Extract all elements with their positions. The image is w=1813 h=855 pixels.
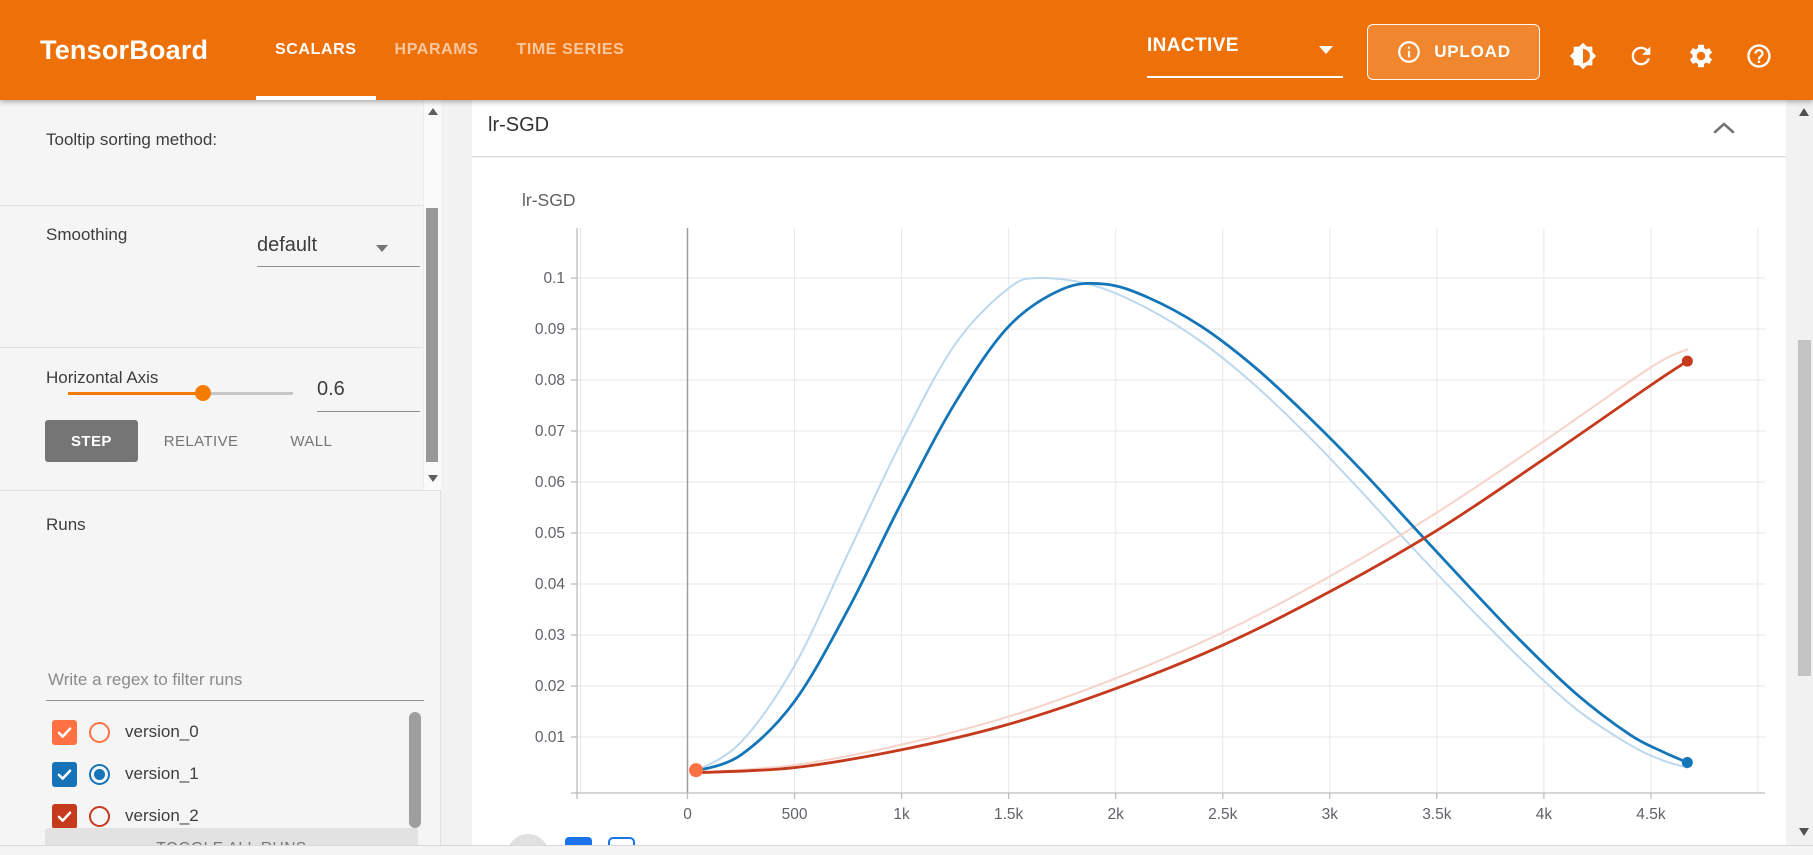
svg-text:500: 500 — [782, 806, 808, 823]
run-row-version_1[interactable]: version_1 — [0, 753, 408, 795]
svg-text:0.1: 0.1 — [543, 270, 565, 287]
settings-sidebar: Tooltip sorting method: default Smoothin… — [0, 100, 441, 855]
check-icon — [57, 768, 72, 780]
check-icon — [57, 726, 72, 738]
slider-thumb[interactable] — [195, 385, 211, 401]
svg-text:1.5k: 1.5k — [994, 806, 1024, 823]
svg-text:2k: 2k — [1108, 806, 1125, 823]
smoothing-value-input[interactable]: 0.6 — [317, 378, 345, 400]
svg-text:3.5k: 3.5k — [1422, 806, 1452, 823]
svg-text:0.04: 0.04 — [535, 576, 566, 593]
tooltip-sorting-label: Tooltip sorting method: — [46, 130, 218, 149]
app-header: TensorBoard SCALARS HPARAMS TIME SERIES … — [0, 0, 1813, 100]
run-filter-input[interactable] — [46, 660, 424, 701]
scroll-down-arrow-icon[interactable] — [428, 475, 438, 482]
status-dropdown-underline — [1147, 76, 1343, 78]
run-radio[interactable] — [89, 721, 110, 743]
main-scrollbar-thumb[interactable] — [1798, 340, 1811, 676]
status-dropdown[interactable]: INACTIVE — [1147, 0, 1343, 100]
horizontal-axis-label: Horizontal Axis — [46, 368, 159, 387]
svg-text:0.05: 0.05 — [535, 525, 565, 542]
radio-dot — [94, 768, 105, 780]
tab-hparams[interactable]: HPARAMS — [394, 41, 479, 58]
chevron-down-icon — [1319, 46, 1333, 54]
slider-fill — [68, 392, 203, 395]
svg-text:0.09: 0.09 — [535, 321, 565, 338]
runs-label: Runs — [46, 515, 86, 534]
scroll-down-arrow-icon[interactable] — [1799, 828, 1809, 836]
chevron-up-icon — [1713, 122, 1735, 134]
scalar-chart[interactable]: 0 500 1k 1.5k 2k 2.5k 3k 3.5k 4k 4.5k 0.01 0.02 0.03… — [472, 158, 1786, 845]
chart-title: lr-SGD — [522, 190, 576, 210]
smoothing-slider[interactable] — [68, 385, 293, 401]
run-checkbox[interactable] — [52, 803, 77, 829]
refresh-icon[interactable] — [1626, 41, 1656, 71]
svg-text:2.5k: 2.5k — [1208, 806, 1238, 823]
run-row-version_0[interactable]: version_0 — [0, 711, 408, 753]
divider — [0, 205, 440, 206]
runs-list: version_0 version_1 version_2 — [0, 711, 408, 837]
collapse-section-button[interactable] — [1710, 114, 1738, 142]
run-radio[interactable] — [89, 805, 110, 827]
svg-text:4k: 4k — [1536, 806, 1553, 823]
svg-text:3k: 3k — [1322, 806, 1339, 823]
main-scrollbar[interactable] — [1796, 100, 1813, 855]
axis-option-step[interactable]: STEP — [45, 420, 138, 462]
scroll-up-arrow-icon[interactable] — [1799, 108, 1809, 116]
runs-list-scrollbar-thumb[interactable] — [409, 712, 421, 828]
smoothing-value-underline — [317, 411, 420, 412]
horizontal-axis-options: STEP RELATIVE WALL — [45, 420, 358, 462]
svg-text:0.07: 0.07 — [535, 423, 565, 440]
divider — [0, 490, 440, 491]
chevron-down-icon — [376, 245, 388, 252]
tooltip-sorting-dropdown[interactable]: default — [257, 230, 420, 267]
info-icon — [1398, 41, 1421, 63]
sidebar-scrollbar[interactable] — [423, 100, 441, 490]
svg-text:0: 0 — [683, 806, 692, 823]
svg-text:0.08: 0.08 — [535, 372, 565, 389]
run-name: version_0 — [125, 722, 199, 741]
run-name: version_2 — [125, 806, 199, 825]
axis-option-wall[interactable]: WALL — [290, 432, 333, 450]
svg-text:1k: 1k — [893, 806, 910, 823]
tab-time-series[interactable]: TIME SERIES — [516, 41, 625, 58]
svg-text:4.5k: 4.5k — [1636, 806, 1666, 823]
scalar-section-header[interactable]: lr-SGD — [472, 100, 1786, 157]
section-title: lr-SGD — [488, 114, 550, 136]
nav-tabs: SCALARS HPARAMS TIME SERIES — [256, 0, 643, 100]
run-row-version_2[interactable]: version_2 — [0, 795, 408, 837]
tooltip-sorting-value: default — [257, 234, 318, 256]
status-dropdown-value: INACTIVE — [1147, 35, 1239, 56]
scalar-chart-card: lr-SGD 0 500 1k 1.5k 2k 2.5k 3k 3.5k 4k 4.5k 0.01 0… — [472, 158, 1786, 855]
upload-button[interactable]: UPLOAD — [1367, 24, 1540, 80]
run-name: version_1 — [125, 764, 199, 783]
svg-text:0.01: 0.01 — [535, 729, 565, 746]
svg-text:0.06: 0.06 — [535, 474, 565, 491]
scroll-up-arrow-icon[interactable] — [428, 108, 438, 115]
upload-button-label: UPLOAD — [1434, 42, 1511, 61]
tensorboard-logo: TensorBoard — [40, 34, 209, 65]
check-icon — [57, 810, 72, 822]
run-checkbox[interactable] — [52, 719, 77, 745]
run-checkbox[interactable] — [52, 761, 77, 787]
sidebar-scrollbar-thumb[interactable] — [426, 208, 438, 462]
run-radio[interactable] — [89, 763, 110, 785]
settings-gear-icon[interactable] — [1686, 41, 1716, 71]
smoothing-label: Smoothing — [46, 225, 128, 244]
axis-option-relative[interactable]: RELATIVE — [163, 432, 239, 450]
svg-text:0.02: 0.02 — [535, 678, 565, 695]
svg-text:0.03: 0.03 — [535, 627, 565, 644]
divider — [0, 347, 440, 348]
brightness-icon[interactable] — [1568, 41, 1598, 71]
bottom-edge-strip — [0, 845, 1813, 855]
help-icon[interactable] — [1744, 41, 1774, 71]
tab-scalars[interactable]: SCALARS — [256, 0, 376, 100]
